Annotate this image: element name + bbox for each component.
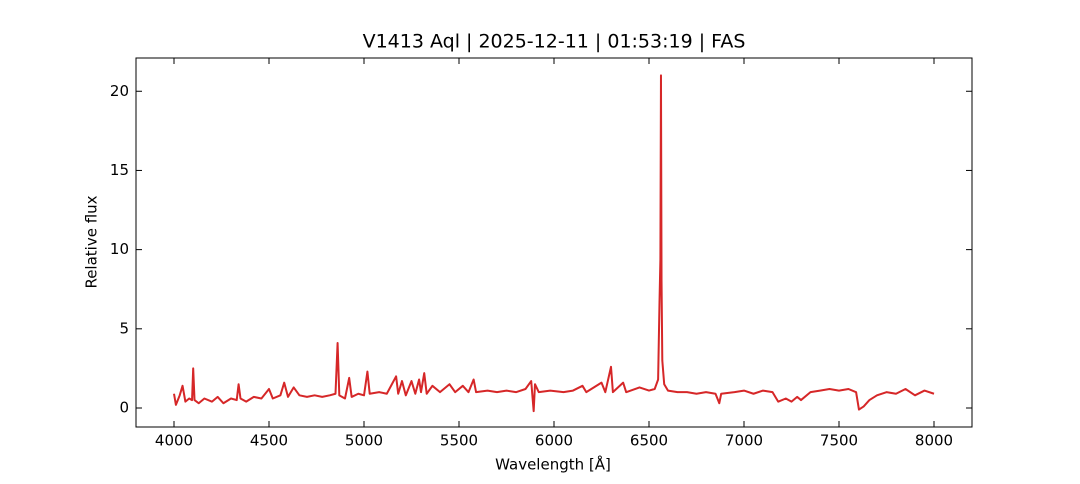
y-tick-label: 0: [119, 398, 129, 416]
x-axis-label: Wavelength [Å]: [495, 455, 611, 474]
y-tick-label: 15: [110, 161, 129, 179]
x-tick-label: 7500: [820, 432, 858, 450]
x-tick-label: 4000: [155, 432, 193, 450]
chart-title: V1413 Aql | 2025-12-11 | 01:53:19 | FAS: [363, 31, 746, 53]
x-tick-label: 5000: [345, 432, 383, 450]
spectrum-line: [173, 74, 935, 413]
x-tick-label: 6000: [535, 432, 573, 450]
y-tick-label: 5: [119, 319, 129, 337]
x-tick-label: 7000: [725, 432, 763, 450]
x-tick-label: 4500: [250, 432, 288, 450]
x-tick-label: 5500: [440, 432, 478, 450]
y-tick-label: 20: [110, 82, 129, 100]
x-tick-label: 8000: [915, 432, 953, 450]
y-axis-label: Relative flux: [83, 195, 101, 288]
x-tick-label: 6500: [630, 432, 668, 450]
y-tick-label: 10: [110, 240, 129, 258]
